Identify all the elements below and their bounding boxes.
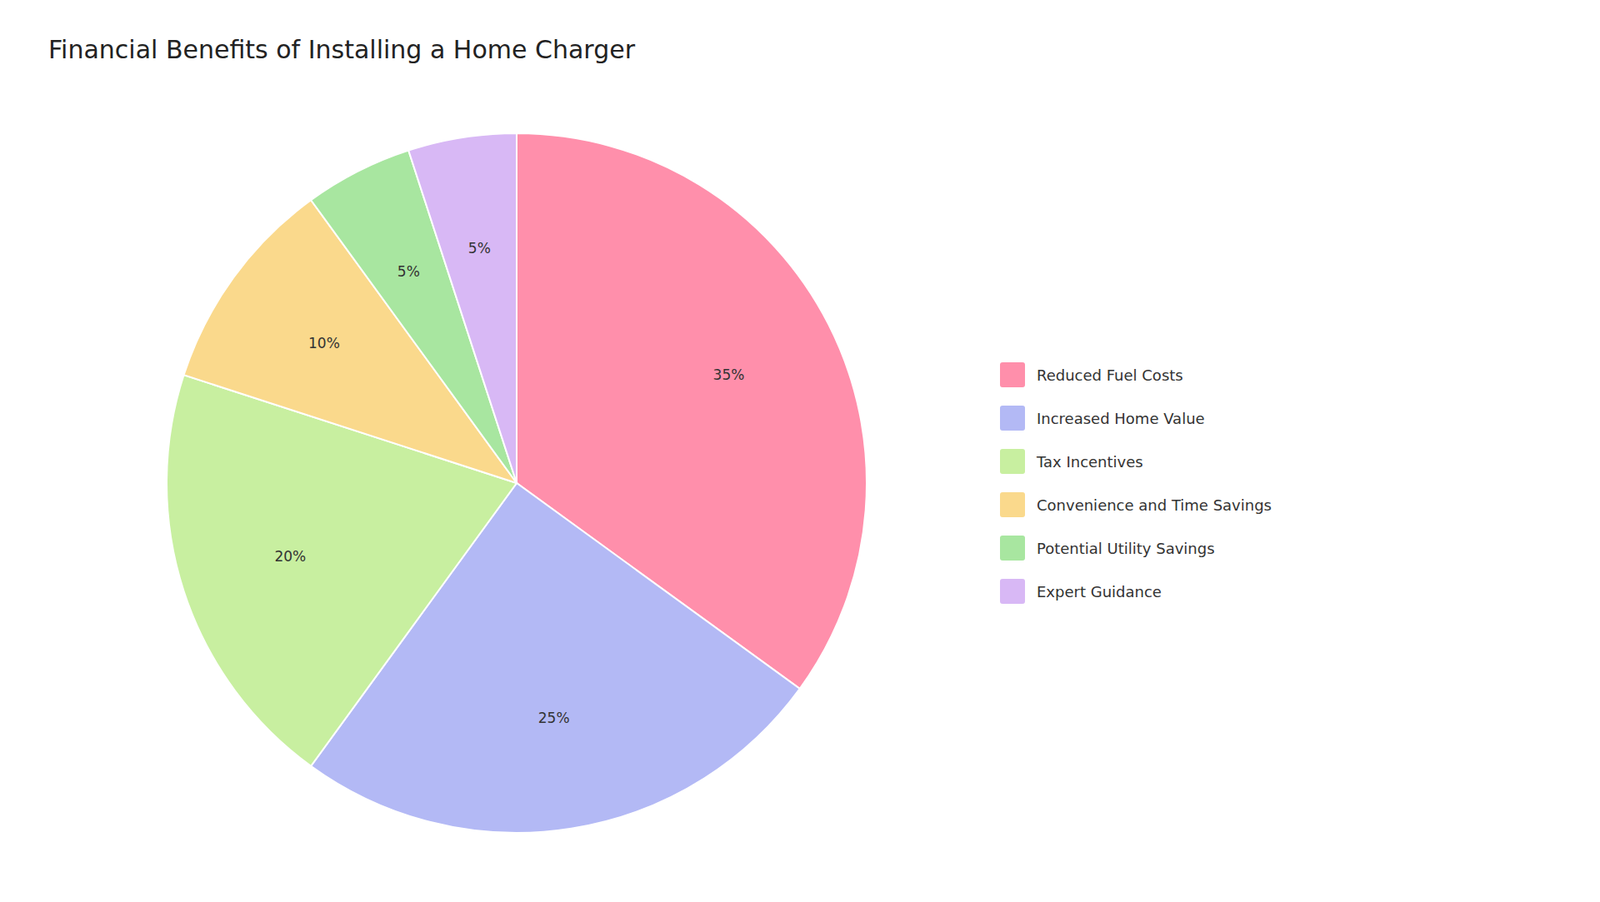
legend-item: Reduced Fuel Costs — [1000, 362, 1184, 388]
legend-label: Reduced Fuel Costs — [1036, 366, 1184, 385]
legend-item: Potential Utility Savings — [1000, 535, 1215, 561]
data-label: 5% — [397, 263, 420, 280]
pie — [166, 133, 867, 834]
data-label: 5% — [468, 240, 491, 257]
legend-item: Expert Guidance — [1000, 579, 1162, 605]
data-label: 25% — [538, 710, 570, 727]
pie-slice — [408, 133, 517, 484]
legend-label: Expert Guidance — [1036, 583, 1162, 601]
legend-swatch — [1000, 405, 1025, 431]
legend-swatch — [1000, 492, 1025, 518]
legend-label: Convenience and Time Savings — [1036, 496, 1272, 515]
legend-item: Tax Incentives — [1000, 449, 1144, 475]
legend-label: Tax Incentives — [1035, 453, 1144, 471]
legend-label: Increased Home Value — [1036, 410, 1205, 428]
legend-swatch — [1000, 535, 1025, 561]
legend-label: Potential Utility Savings — [1036, 540, 1215, 558]
data-label: 10% — [308, 335, 340, 352]
data-label: 35% — [713, 366, 745, 384]
legend-item: Increased Home Value — [1000, 405, 1205, 431]
legend-swatch — [1000, 579, 1025, 605]
legend-swatch — [1000, 449, 1025, 475]
data-label: 20% — [274, 548, 306, 565]
legend-swatch — [1000, 362, 1025, 388]
data-labels: 35% 25% 20% 10% 5% 5% — [274, 240, 745, 727]
legend-item: Convenience and Time Savings — [1000, 492, 1272, 518]
title: Financial Benefits of Installing a Home … — [48, 35, 636, 65]
chart: Financial Benefits of Installing a Home … — [0, 0, 1600, 902]
legend: Reduced Fuel Costs Increased Home Value Ta… — [1000, 362, 1272, 605]
